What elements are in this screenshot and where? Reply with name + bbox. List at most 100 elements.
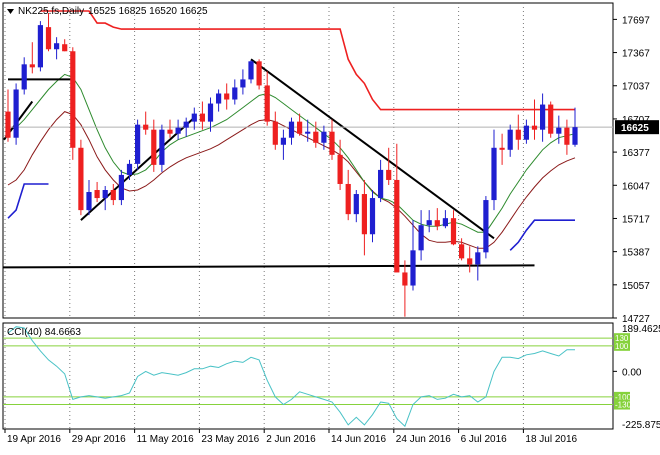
candle-body[interactable]	[224, 93, 230, 100]
candle-body[interactable]	[378, 169, 384, 199]
candle-body[interactable]	[353, 194, 359, 215]
last-price-badge-label: 16625	[621, 123, 649, 134]
x-axis-label: 18 Jul 2016	[525, 434, 577, 445]
candle-body[interactable]	[361, 194, 367, 235]
cci-axis-label: 189.4625	[622, 324, 660, 335]
candle-body[interactable]	[329, 131, 335, 155]
candle-body[interactable]	[442, 218, 448, 227]
candle-body[interactable]	[264, 85, 270, 122]
candle-body[interactable]	[207, 103, 214, 122]
channel-lower-line	[509, 219, 575, 251]
price-axis-label: 17367	[622, 49, 650, 60]
candle-body[interactable]	[143, 124, 149, 130]
candle-body[interactable]	[426, 220, 432, 226]
candle-body[interactable]	[5, 111, 11, 138]
dropdown-triangle-icon[interactable]	[7, 9, 14, 14]
candle-body[interactable]	[78, 147, 84, 211]
candle-body[interactable]	[410, 250, 416, 286]
candle-body[interactable]	[118, 174, 124, 201]
candle-body[interactable]	[175, 127, 181, 134]
x-axis-label: 2 Jun 2016	[266, 434, 316, 445]
moving-average-fast	[7, 73, 576, 233]
price-axis-label: 15057	[622, 281, 650, 292]
trend-line[interactable]	[250, 58, 495, 240]
cci-level-label: 100	[615, 342, 629, 351]
chart-header-ohlc: 16525 16825 16520 16625	[88, 6, 208, 17]
candle-body[interactable]	[459, 244, 465, 259]
candle-body[interactable]	[337, 154, 343, 184]
candle-body[interactable]	[29, 64, 35, 68]
candle-body[interactable]	[102, 190, 108, 199]
candle-body[interactable]	[240, 79, 246, 88]
cci-line	[7, 326, 575, 428]
candle-body[interactable]	[216, 93, 222, 104]
candle-body[interactable]	[515, 129, 521, 140]
candle-body[interactable]	[199, 113, 205, 122]
candle-body[interactable]	[248, 61, 254, 80]
candle-body[interactable]	[135, 124, 141, 164]
candle-body[interactable]	[394, 179, 400, 273]
candle-body[interactable]	[507, 129, 513, 150]
candle-body[interactable]	[45, 27, 52, 50]
candle-body[interactable]	[13, 89, 19, 138]
price-axis-label: 15717	[622, 214, 650, 225]
candle-body[interactable]	[564, 127, 570, 145]
candle-body[interactable]	[191, 113, 197, 122]
candle-body[interactable]	[434, 220, 440, 227]
candle-body[interactable]	[450, 218, 457, 245]
candle-body[interactable]	[345, 183, 351, 215]
cci-axis-label: 0.00	[622, 367, 642, 378]
price-axis-label: 15387	[622, 248, 650, 259]
candle-body[interactable]	[556, 127, 562, 134]
candle-body[interactable]	[151, 129, 157, 165]
candle-body[interactable]	[272, 121, 278, 145]
candle-body[interactable]	[572, 127, 578, 145]
candle-body[interactable]	[21, 64, 27, 90]
candle-body[interactable]	[475, 252, 481, 265]
candle-body[interactable]	[256, 61, 262, 86]
candle-body[interactable]	[70, 51, 76, 148]
candle-body[interactable]	[280, 137, 286, 145]
price-axis-label: 17697	[622, 15, 650, 26]
candle-body[interactable]	[483, 200, 489, 253]
candle-body[interactable]	[126, 163, 133, 175]
candle-body[interactable]	[54, 43, 60, 50]
candle-body[interactable]	[499, 147, 505, 150]
candle-body[interactable]	[305, 131, 311, 134]
cci-axis-label: -225.8758	[622, 420, 660, 431]
candle-body[interactable]	[402, 272, 408, 286]
x-axis-label: 11 May 2016	[137, 434, 195, 445]
x-axis-label: 29 Apr 2016	[72, 434, 126, 445]
cci-panel[interactable]	[2, 322, 614, 430]
candle-body[interactable]	[37, 25, 43, 68]
candle-body[interactable]	[183, 121, 189, 128]
candle-body[interactable]	[369, 198, 376, 235]
candle-body[interactable]	[418, 225, 424, 251]
price-axis-label: 16377	[622, 148, 650, 159]
candle-body[interactable]	[523, 125, 529, 140]
x-axis-label: 19 Apr 2016	[7, 434, 61, 445]
cci-level-badge	[614, 399, 630, 410]
cci-level-badge	[614, 333, 630, 344]
candle-body[interactable]	[491, 147, 497, 201]
candle-body[interactable]	[467, 258, 473, 265]
candle-body[interactable]	[86, 192, 92, 211]
candle-body[interactable]	[386, 169, 392, 180]
price-panel[interactable]	[2, 2, 614, 319]
support-line[interactable]	[2, 264, 535, 269]
candle-body[interactable]	[313, 131, 319, 143]
candle-body[interactable]	[62, 44, 68, 52]
candle-body[interactable]	[167, 129, 173, 134]
candle-body[interactable]	[531, 125, 538, 130]
candle-body[interactable]	[548, 104, 554, 134]
candle-body[interactable]	[232, 87, 238, 100]
candle-body[interactable]	[288, 121, 295, 138]
candle-body[interactable]	[540, 104, 546, 130]
candle-body[interactable]	[297, 121, 303, 134]
candle-body[interactable]	[321, 131, 327, 143]
candle-body[interactable]	[159, 129, 165, 165]
candle-body[interactable]	[94, 190, 100, 199]
candle-body[interactable]	[110, 190, 116, 201]
